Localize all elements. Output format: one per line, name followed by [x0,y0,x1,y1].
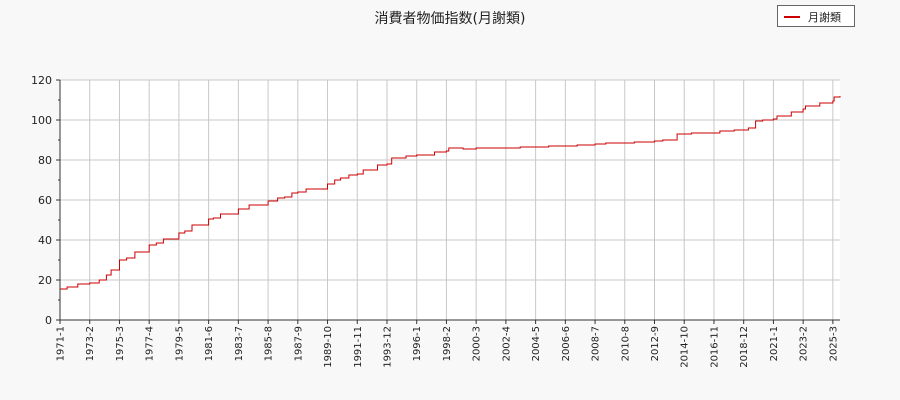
x-tick-label: 1991-11 [353,326,364,368]
x-tick-label: 1977-4 [145,326,156,361]
x-tick-label: 2025-3 [828,326,839,361]
y-tick-label: 100 [31,114,52,127]
x-tick-label: 2018-12 [739,326,750,368]
x-tick-label: 1989-10 [323,326,334,368]
x-tick-label: 2006-6 [561,326,572,361]
x-tick-label: 1987-9 [293,326,304,361]
x-tick-label: 1971-1 [56,326,67,361]
y-tick-label: 60 [38,194,52,207]
x-tick-label: 1983-7 [234,326,245,361]
x-tick-label: 2004-5 [531,326,542,361]
series-line [60,96,841,290]
x-tick-label: 1985-8 [264,326,275,361]
x-tick-label: 1979-5 [174,326,185,361]
chart-title: 消費者物価指数(月謝類) [374,11,526,27]
x-tick-label: 1981-6 [204,326,215,361]
x-tick-label: 2012-9 [650,326,661,361]
y-tick-label: 20 [38,274,52,287]
x-tick-label: 2002-4 [501,326,512,361]
x-tick-label: 2023-2 [799,326,810,361]
legend-label: 月謝類 [808,11,841,24]
x-tick-label: 2021-1 [769,326,780,361]
x-tick-label: 2000-3 [472,326,483,361]
x-tick-label: 2008-7 [591,326,602,361]
legend-swatch [784,16,800,18]
y-tick-label: 0 [45,314,52,327]
x-tick-label: 1996-1 [412,326,423,361]
y-tick-label: 40 [38,234,52,247]
x-tick-label: 2010-8 [620,326,631,361]
y-tick-label: 120 [31,74,52,87]
x-tick-label: 2016-11 [709,326,720,368]
x-tick-label: 1993-12 [382,326,393,368]
x-tick-label: 1998-2 [442,326,453,361]
x-tick-label: 1975-3 [115,326,126,361]
y-tick-label: 80 [38,154,52,167]
x-tick-label: 2014-10 [680,326,691,368]
x-tick-label: 1973-2 [85,326,96,361]
legend: 月謝類 [777,5,855,27]
